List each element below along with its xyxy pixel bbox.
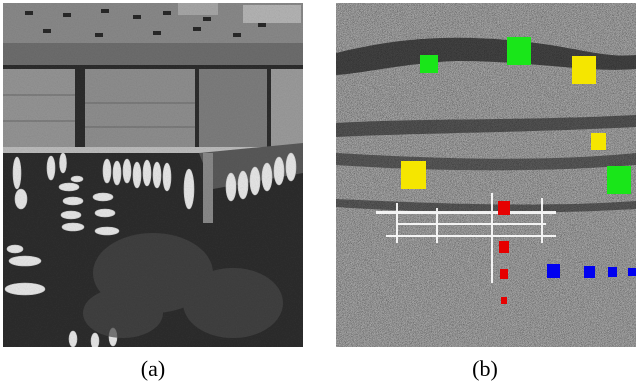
panel-a-image <box>3 3 303 347</box>
caption-a: (a) <box>140 356 166 381</box>
yellow-marker <box>572 56 596 84</box>
sar-image <box>336 3 636 347</box>
yellow-marker <box>591 133 606 150</box>
caption-b: (b) <box>472 356 498 381</box>
harbor-aerial-photo <box>3 3 303 347</box>
panel-b-image <box>336 3 636 347</box>
blue-marker <box>608 267 617 277</box>
green-marker <box>507 37 531 65</box>
green-marker <box>420 55 438 73</box>
blue-marker <box>584 266 595 278</box>
green-marker <box>607 166 631 194</box>
yellow-marker <box>401 161 426 189</box>
red-marker <box>500 269 508 279</box>
red-marker <box>501 297 507 304</box>
blue-marker <box>628 268 636 276</box>
red-marker <box>499 241 509 253</box>
red-marker <box>498 201 510 215</box>
blue-marker <box>547 264 560 278</box>
